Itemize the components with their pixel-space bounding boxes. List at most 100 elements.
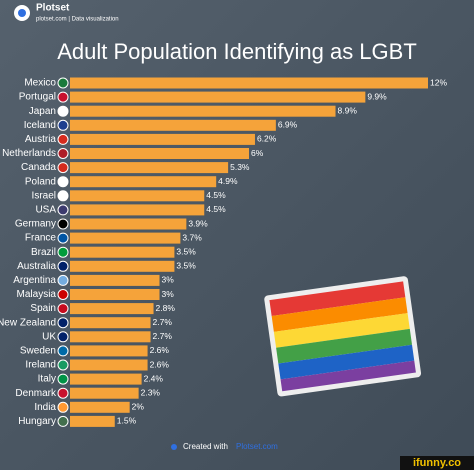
flag-icon bbox=[57, 246, 69, 258]
bar bbox=[70, 331, 151, 343]
category-label: Canada bbox=[21, 162, 56, 173]
bar bbox=[70, 401, 130, 413]
flag-icon bbox=[57, 218, 69, 230]
value-label: 2.7% bbox=[153, 331, 173, 341]
brand-tagline: plotset.com | Data visualization bbox=[36, 17, 119, 23]
flag-icon bbox=[57, 274, 69, 286]
flag-icon bbox=[57, 415, 69, 427]
value-label: 9.9% bbox=[367, 91, 387, 101]
bar bbox=[70, 204, 205, 216]
bar bbox=[70, 415, 115, 427]
category-label: Austria bbox=[25, 134, 57, 145]
category-label: Portugal bbox=[19, 92, 56, 103]
category-label: Israel bbox=[32, 190, 56, 201]
bar bbox=[70, 190, 205, 202]
category-label: Spain bbox=[30, 303, 56, 314]
brand-name: Plotset bbox=[36, 3, 70, 14]
value-label: 6% bbox=[251, 148, 264, 158]
value-label: 2.8% bbox=[156, 303, 176, 313]
category-label: Italy bbox=[38, 374, 56, 385]
flag-icon bbox=[57, 162, 69, 174]
bar bbox=[70, 176, 217, 188]
category-label: Brazil bbox=[31, 247, 56, 258]
flag-icon bbox=[57, 303, 69, 315]
value-label: 5.3% bbox=[230, 162, 250, 172]
value-label: 3.5% bbox=[176, 246, 196, 256]
flag-icon bbox=[57, 148, 69, 159]
value-label: 4.9% bbox=[218, 176, 238, 186]
bar bbox=[70, 77, 428, 89]
flag-icon bbox=[57, 176, 69, 188]
category-label: Malaysia bbox=[17, 289, 57, 300]
bar bbox=[70, 246, 175, 258]
bar bbox=[70, 289, 160, 300]
bar bbox=[70, 359, 148, 371]
flag-icon bbox=[57, 190, 69, 202]
value-label: 2% bbox=[132, 402, 145, 412]
bar bbox=[70, 232, 181, 244]
category-label: Poland bbox=[25, 176, 56, 187]
category-label: UK bbox=[42, 331, 56, 342]
value-label: 2.3% bbox=[141, 387, 161, 397]
bar bbox=[70, 148, 249, 159]
flag-icon bbox=[57, 359, 69, 371]
value-label: 2.6% bbox=[150, 345, 170, 355]
value-label: 4.5% bbox=[206, 204, 226, 214]
category-label: Australia bbox=[17, 261, 56, 272]
bar bbox=[70, 162, 229, 174]
watermark: ifunny.co bbox=[413, 457, 461, 469]
value-label: 3.7% bbox=[182, 232, 202, 242]
flag-icon bbox=[57, 289, 69, 300]
category-label: Germany bbox=[15, 219, 56, 230]
logo bbox=[14, 5, 30, 21]
footer-credit: Created with bbox=[183, 442, 228, 451]
watermark-bg bbox=[400, 456, 474, 470]
flag-icon bbox=[57, 91, 69, 103]
bar bbox=[70, 133, 255, 145]
category-label: Denmark bbox=[15, 388, 57, 399]
value-label: 6.9% bbox=[278, 120, 298, 130]
value-label: 4.5% bbox=[206, 190, 226, 200]
value-label: 3% bbox=[162, 275, 175, 285]
category-label: New Zealand bbox=[0, 317, 56, 328]
category-label: Iceland bbox=[24, 120, 56, 131]
footer-link[interactable]: Plotset.com bbox=[236, 442, 278, 451]
bar bbox=[70, 303, 154, 315]
flag-icon bbox=[57, 232, 69, 244]
bar bbox=[70, 119, 276, 131]
value-label: 3.9% bbox=[188, 218, 208, 228]
category-label: Argentina bbox=[13, 275, 56, 286]
value-label: 1.5% bbox=[117, 416, 137, 426]
flag-icon bbox=[57, 133, 69, 145]
flag-icon bbox=[57, 401, 69, 413]
rainbow-flag bbox=[264, 276, 422, 397]
bar bbox=[70, 345, 148, 357]
category-label: Ireland bbox=[25, 360, 56, 371]
value-label: 3.5% bbox=[176, 261, 196, 271]
bar bbox=[70, 373, 142, 385]
flag-icon bbox=[57, 260, 69, 272]
value-label: 12% bbox=[430, 77, 447, 87]
category-label: Hungary bbox=[18, 416, 56, 427]
flag-icon bbox=[57, 317, 69, 329]
bar bbox=[70, 218, 187, 230]
value-label: 2.7% bbox=[153, 317, 173, 327]
flag-icon bbox=[57, 331, 69, 343]
flag-icon bbox=[57, 387, 69, 399]
flag-icon bbox=[57, 77, 69, 89]
value-label: 6.2% bbox=[257, 134, 277, 144]
flag-icon bbox=[57, 204, 69, 216]
bar bbox=[70, 274, 160, 286]
footer-icon bbox=[171, 444, 177, 450]
bar bbox=[70, 317, 151, 329]
category-label: Japan bbox=[29, 106, 56, 117]
category-label: Mexico bbox=[24, 78, 56, 89]
category-label: Netherlands bbox=[2, 148, 56, 159]
category-label: Sweden bbox=[20, 346, 56, 357]
category-label: India bbox=[34, 402, 56, 413]
value-label: 8.9% bbox=[338, 105, 358, 115]
bar bbox=[70, 260, 175, 272]
bar bbox=[70, 387, 139, 399]
flag-icon bbox=[57, 119, 69, 131]
